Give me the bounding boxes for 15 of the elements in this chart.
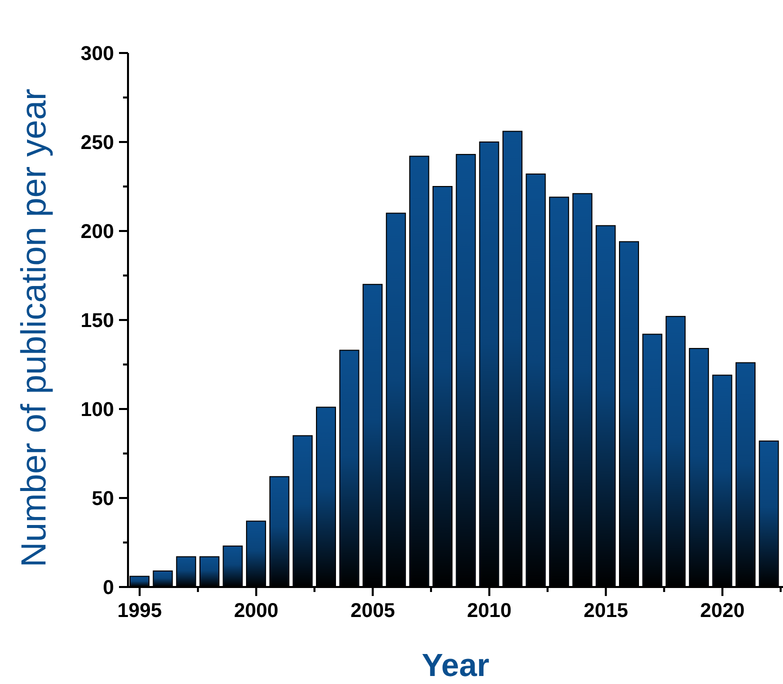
y-tick-label: 150: [80, 310, 114, 332]
x-tick-label: 1995: [117, 600, 162, 622]
y-tick-label: 300: [80, 43, 114, 65]
x-tick-label: 2020: [700, 600, 745, 622]
y-tick-label: 200: [80, 221, 114, 243]
x-tick-label: 2000: [234, 600, 278, 622]
y-tick-label: 0: [102, 577, 114, 599]
y-axis-title: Number of publication per year: [14, 88, 54, 568]
y-tick-label: 50: [92, 488, 114, 510]
y-tick-label: 250: [80, 132, 114, 154]
x-tick-label: 2015: [584, 600, 628, 622]
x-tick-label: 2005: [350, 600, 395, 622]
y-tick-label: 100: [80, 399, 114, 421]
x-tick-label: 2010: [467, 600, 512, 622]
x-axis-title: Year: [422, 647, 490, 683]
